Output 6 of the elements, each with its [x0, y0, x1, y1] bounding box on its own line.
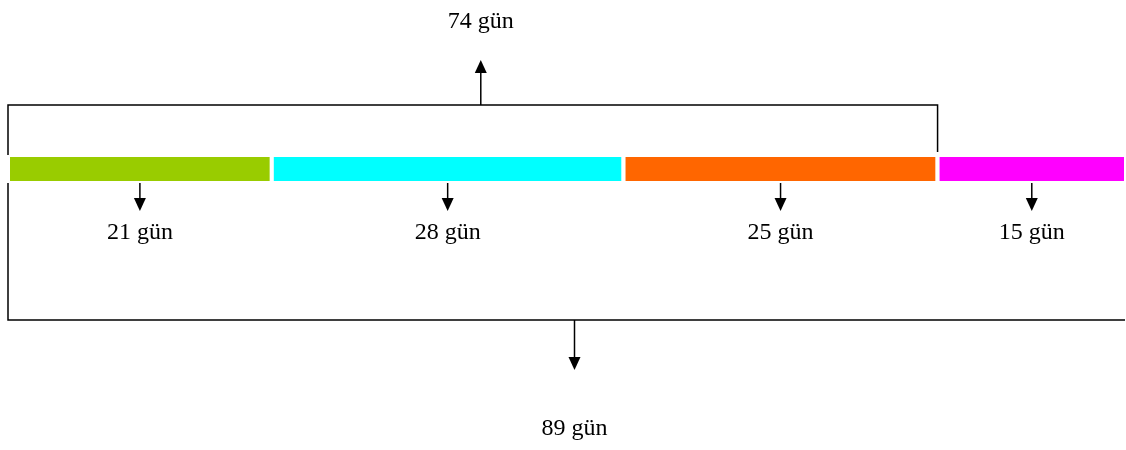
text: 89 gün	[541, 414, 608, 440]
data-label: 28 gün	[414, 218, 481, 244]
data-label: 25 gün	[747, 218, 814, 244]
text: 74 gün	[447, 7, 514, 33]
data-label: 21 gün	[106, 218, 173, 244]
data-label: 15 gün	[998, 218, 1065, 244]
